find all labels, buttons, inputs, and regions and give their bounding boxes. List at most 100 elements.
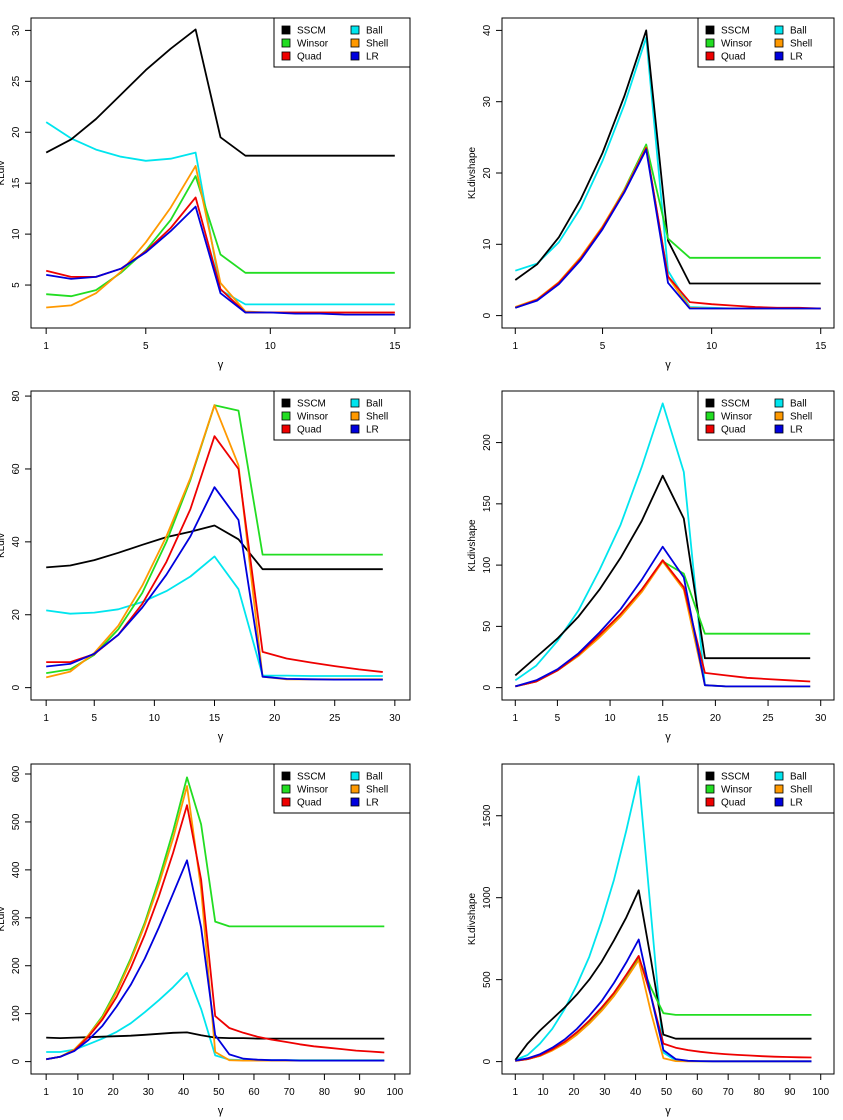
x-tick-label: 90 (784, 1087, 796, 1098)
plot-panel-5: 1 10 20 30 40 50 60 70 80 90 100 0 100 200 300 400 500 60… (0, 763, 411, 1117)
legend-swatch-lr (350, 424, 360, 434)
legend-label-quad: Quad (297, 425, 321, 436)
legend-swatch-quad (705, 51, 715, 61)
series-line-lr (515, 938, 812, 1063)
x-axis-label: γ (665, 731, 671, 743)
legend-swatch-shell (774, 38, 784, 48)
y-tick-label: 20 (11, 126, 22, 138)
legend-swatch-winsor (281, 38, 291, 48)
y-tick-label: 100 (482, 556, 493, 573)
legend-label-winsor: Winsor (721, 785, 753, 796)
series-line-quad (515, 954, 812, 1062)
x-tick-label: 5 (91, 713, 97, 724)
legend-swatch-sscm (281, 771, 291, 781)
y-tick-label: 60 (11, 463, 22, 475)
legend-swatch-lr (350, 51, 360, 61)
series-line-lr (515, 545, 811, 688)
legend-swatch-sscm (281, 398, 291, 408)
legend-label-quad: Quad (297, 798, 321, 809)
legend-label-ball: Ball (790, 26, 807, 37)
legend-label-winsor: Winsor (297, 412, 329, 423)
x-tick-label: 40 (178, 1087, 190, 1098)
legend-label-quad: Quad (721, 52, 745, 63)
legend: SSCM Ball Winsor Shell Quad LR (697, 390, 835, 441)
x-tick-label: 40 (630, 1087, 642, 1098)
x-tick-label: 30 (143, 1087, 155, 1098)
legend-swatch-ball (774, 771, 784, 781)
legend-swatch-lr (774, 797, 784, 807)
y-tick-label: 10 (11, 228, 22, 240)
x-tick-label: 10 (265, 341, 277, 352)
legend-label-shell: Shell (790, 39, 812, 50)
legend-label-winsor: Winsor (721, 39, 753, 50)
x-tick-label: 50 (213, 1087, 225, 1098)
legend-swatch-lr (774, 51, 784, 61)
x-tick-label: 15 (657, 713, 669, 724)
legend-swatch-winsor (705, 38, 715, 48)
legend-swatch-shell (350, 411, 360, 421)
x-tick-label: 10 (605, 713, 617, 724)
y-tick-label: 20 (11, 609, 22, 621)
legend-label-lr: LR (366, 425, 379, 436)
legend-swatch-ball (350, 25, 360, 35)
legend-swatch-quad (281, 797, 291, 807)
y-tick-label: 25 (11, 75, 22, 87)
legend-label-shell: Shell (366, 412, 388, 423)
y-tick-label: 150 (482, 495, 493, 512)
x-axis-label: γ (218, 731, 224, 743)
x-tick-label: 70 (723, 1087, 735, 1098)
y-tick-label: 30 (11, 24, 22, 36)
plot-frame (30, 17, 411, 329)
y-tick-label: 10 (482, 238, 493, 250)
y-axis-label: KLdivshape (467, 519, 478, 572)
plot-frame (30, 390, 411, 701)
legend-label-sscm: SSCM (297, 26, 326, 37)
series-line-ball (514, 775, 812, 1063)
legend-label-sscm: SSCM (297, 772, 326, 783)
x-tick-label: 50 (661, 1087, 673, 1098)
legend-label-winsor: Winsor (721, 412, 753, 423)
legend-swatch-lr (774, 424, 784, 434)
legend-swatch-winsor (705, 784, 715, 794)
x-tick-label: 10 (706, 341, 718, 352)
series-line-winsor (46, 175, 395, 298)
x-tick-label: 1 (43, 341, 49, 352)
legend-label-ball: Ball (366, 399, 383, 410)
y-tick-label: 40 (11, 536, 22, 548)
legend-swatch-sscm (705, 771, 715, 781)
legend-swatch-ball (774, 25, 784, 35)
series-line-lr (46, 859, 385, 1062)
legend-swatch-ball (350, 771, 360, 781)
x-tick-label: 30 (815, 713, 827, 724)
y-tick-label: 1000 (482, 886, 493, 909)
plot-frame (501, 763, 835, 1075)
x-axis-label: γ (665, 359, 671, 371)
legend: SSCM Ball Winsor Shell Quad LR (273, 390, 411, 441)
series-line-ball (46, 555, 383, 677)
legend-swatch-shell (774, 411, 784, 421)
legend-swatch-quad (281, 51, 291, 61)
x-tick-label: 15 (815, 341, 827, 352)
y-axis-label: KLdivshape (467, 146, 478, 199)
y-tick-label: 200 (482, 434, 493, 451)
y-tick-label: 0 (11, 684, 22, 690)
x-tick-label: 90 (354, 1087, 366, 1098)
y-tick-label: 400 (11, 861, 22, 878)
y-tick-label: 200 (11, 957, 22, 974)
x-tick-label: 10 (72, 1087, 84, 1098)
series-line-sscm (46, 524, 383, 571)
x-tick-label: 5 (555, 713, 561, 724)
x-tick-label: 10 (149, 713, 161, 724)
legend: SSCM Ball Winsor Shell Quad LR (273, 763, 411, 814)
series-line-sscm (514, 889, 812, 1061)
y-tick-label: 600 (11, 765, 22, 782)
legend: SSCM Ball Winsor Shell Quad LR (697, 17, 835, 68)
legend-label-ball: Ball (790, 399, 807, 410)
series-line-winsor (46, 404, 383, 674)
legend-swatch-winsor (281, 411, 291, 421)
x-tick-label: 20 (710, 713, 722, 724)
